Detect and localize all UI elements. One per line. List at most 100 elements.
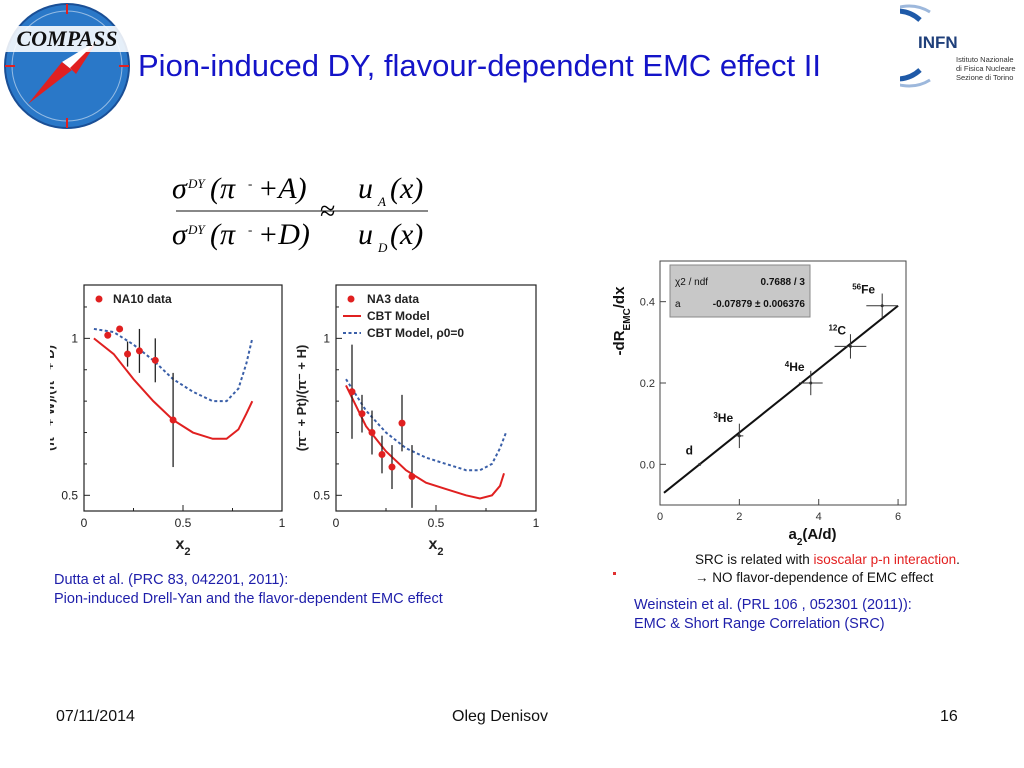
legend-label: CBT Model, ρ0=0 [367, 326, 464, 340]
data-point [151, 356, 159, 364]
data-point [116, 325, 124, 333]
legend-marker [347, 295, 355, 303]
y-tick-label: 0.2 [640, 378, 655, 390]
formula-x-bottom: (x) [390, 218, 423, 251]
data-point [880, 304, 884, 308]
formula-x-top: (x) [390, 172, 423, 205]
x-tick-label: 0.5 [175, 516, 192, 530]
caption-weinstein-line2: EMC & Short Range Correlation (SRC) [634, 616, 885, 632]
data-point [368, 429, 376, 437]
src-note-line1: SRC is related with isoscalar p-n intera… [695, 551, 960, 569]
point-label: d [686, 443, 693, 457]
page-number: 16 [940, 708, 958, 725]
y-tick-label: 0.5 [61, 488, 78, 502]
plot-frame [83, 284, 283, 512]
plot-frame [335, 284, 537, 512]
formula-sigma-top: σ [172, 172, 188, 205]
footer-date: 07/11/2014 [56, 708, 135, 725]
fit-line [663, 304, 899, 494]
caption-dutta-line1: Dutta et al. (PRC 83, 042201, 2011): [54, 572, 289, 588]
formula-u-bottom: u [358, 218, 373, 251]
cbt-model-curve [93, 337, 254, 440]
formula-sub-d: D [377, 240, 388, 255]
caption-dutta-line2: Pion-induced Drell-Yan and the flavor-de… [54, 591, 443, 607]
x-tick-label: 0.5 [428, 516, 445, 530]
data-point [848, 344, 852, 348]
caption-dutta: Dutta et al. (PRC 83, 042201, 2011): Pio… [54, 571, 443, 609]
caption-weinstein-line1: Weinstein et al. (PRL 106 , 052301 (2011… [634, 597, 912, 613]
y-tick-label: 0.5 [313, 488, 330, 502]
approx-sign: ≈ [320, 196, 335, 227]
formula-sigma-bottom: σ [172, 218, 188, 251]
x-tick-label: 0 [333, 516, 340, 530]
fit-stat-value: 0.7688 / 3 [761, 277, 806, 288]
data-point [809, 381, 813, 385]
formula-dy-top: DY [187, 176, 206, 191]
x-axis-label: a2(A/d) [788, 526, 836, 548]
y-axis-label: (π⁻ + W)/(π⁻ + D) [50, 345, 57, 451]
formula-pi-top: (π [210, 172, 236, 205]
formula-sub-a: A [377, 194, 386, 209]
x-axis-label: x2 [428, 536, 443, 558]
y-tick-label: 1 [71, 331, 78, 345]
data-point [398, 419, 406, 427]
fit-stat-label: a [675, 299, 681, 310]
src-note-suffix: . [956, 552, 960, 567]
fit-stat-label: χ2 / ndf [675, 277, 708, 288]
data-point [737, 434, 741, 438]
src-note-line2: → NO flavor-dependence of EMC effect [695, 570, 934, 585]
slide-title: Pion-induced DY, flavour-dependent EMC e… [138, 48, 821, 83]
cbt-model-rho0-curve [93, 327, 254, 403]
x-tick-label: 0 [81, 516, 88, 530]
y-tick-label: 1 [323, 331, 330, 345]
formula-denominator: σ DY (π - +D) u D (x) [172, 218, 423, 255]
formula-numerator: σ DY (π - +A) u A (x) [172, 172, 423, 209]
infn-sub-2: di Fisica Nucleare [956, 64, 1016, 73]
data-point [135, 347, 143, 355]
footer-author: Oleg Denisov [452, 708, 549, 725]
legend-label: CBT Model [367, 309, 430, 323]
formula: σ DY (π - +A) u A (x) ≈ σ DY (π - +D) u … [172, 172, 428, 255]
point-label: 3He [713, 410, 733, 425]
data-point [378, 451, 386, 458]
src-note: SRC is related with isoscalar p-n intera… [695, 551, 960, 587]
data-point [358, 410, 366, 418]
cbt-model-rho0-curve [345, 378, 507, 472]
infn-logo-text: INFN [918, 33, 958, 52]
decorative-mark [613, 572, 616, 575]
data-point [408, 472, 416, 480]
formula-u-top: u [358, 172, 373, 205]
formula-pi-bottom: (π [210, 218, 236, 251]
data-point [348, 388, 356, 396]
x-tick-label: 1 [279, 516, 286, 530]
infn-sub-1: Istituto Nazionale [956, 55, 1014, 64]
point-label: 12C [828, 323, 846, 338]
x-tick-label: 4 [816, 511, 822, 523]
x-tick-label: 2 [736, 511, 742, 523]
compass-logo-text: COMPASS [16, 26, 117, 51]
legend-label: NA10 data [113, 292, 172, 306]
y-tick-label: 0.0 [640, 459, 655, 471]
data-point [124, 350, 132, 358]
formula-minus-top: - [248, 176, 252, 191]
fit-stat-value: -0.07879 ± 0.006376 [713, 299, 806, 310]
caption-weinstein: Weinstein et al. (PRL 106 , 052301 (2011… [634, 596, 912, 634]
data-point [169, 416, 177, 424]
y-tick-label: 0.4 [640, 297, 655, 309]
legend-label: NA3 data [367, 292, 419, 306]
formula-minus-bottom: - [248, 222, 252, 237]
formula-target-bottom: +D) [258, 218, 310, 251]
src-note-prefix: SRC is related with [695, 552, 814, 567]
data-point [698, 462, 702, 466]
infn-sub-3: Sezione di Torino [956, 73, 1013, 82]
x-tick-label: 1 [533, 516, 540, 530]
y-axis-label: -dREMC/dx [611, 286, 633, 356]
formula-dy-bottom: DY [187, 222, 206, 237]
x-tick-label: 0 [657, 511, 663, 523]
compass-logo: COMPASS [0, 3, 135, 129]
chart-emc-src: 0 2 4 6 0.0 0.2 0.4 d 3He 4He 12C 56Fe χ2 / ndf 0.768… [611, 260, 907, 548]
src-note-highlight: isoscalar p-n interaction [813, 552, 957, 567]
data-point [104, 331, 112, 339]
